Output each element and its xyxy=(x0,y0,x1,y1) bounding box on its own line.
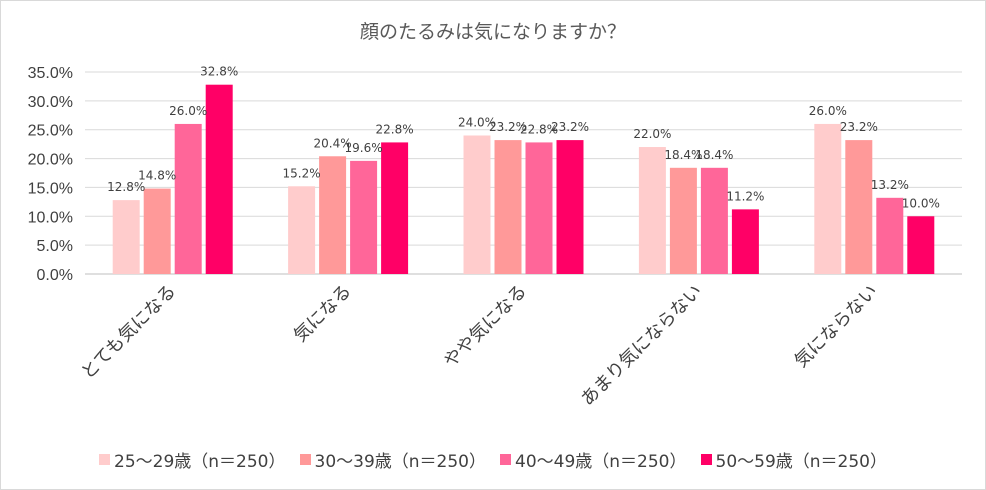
legend-label: 40～49歳（n＝250） xyxy=(515,452,687,472)
x-category-label: やや気になる xyxy=(440,281,531,372)
bar xyxy=(350,160,378,274)
bar xyxy=(638,147,666,274)
legend: 25～29歳（n＝250） 30～39歳（n＝250） 40～49歳（n＝250） 5… xyxy=(0,447,986,472)
bar xyxy=(814,123,842,274)
bar xyxy=(319,156,347,274)
data-label: 22.8% xyxy=(376,122,414,136)
y-tick-label: 10.0% xyxy=(28,209,73,226)
y-tick-label: 0.0% xyxy=(37,267,73,284)
data-label: 18.4% xyxy=(695,148,733,162)
data-label: 22.0% xyxy=(633,127,671,141)
bar xyxy=(205,84,233,274)
data-label: 22.8% xyxy=(520,122,558,136)
x-category-label: 気になる xyxy=(290,281,356,347)
data-label: 23.2% xyxy=(551,120,589,134)
bar xyxy=(463,135,491,274)
x-category-label: 気にならない xyxy=(791,281,882,372)
legend-swatch xyxy=(700,454,712,465)
y-tick-label: 20.0% xyxy=(28,152,73,169)
data-label: 23.2% xyxy=(489,120,527,134)
bar xyxy=(845,140,873,274)
x-category-label: とても気になる xyxy=(77,281,180,384)
data-label: 12.8% xyxy=(107,180,145,194)
legend-item: 30～39歳（n＝250） xyxy=(299,447,487,472)
data-label: 10.0% xyxy=(902,196,940,210)
data-label: 13.2% xyxy=(871,178,909,192)
data-label: 18.4% xyxy=(664,148,702,162)
legend-item: 25～29歳（n＝250） xyxy=(99,447,286,472)
data-label: 24.0% xyxy=(458,115,496,129)
legend-swatch xyxy=(500,454,511,465)
data-label: 15.2% xyxy=(283,166,321,180)
bar xyxy=(907,216,935,274)
data-label: 26.0% xyxy=(809,104,847,118)
legend-item: 50～59歳（n＝250） xyxy=(700,447,888,472)
legend-label: 50～59歳（n＝250） xyxy=(715,452,888,472)
data-label: 14.8% xyxy=(138,169,176,183)
bar xyxy=(381,142,409,274)
y-tick-label: 15.0% xyxy=(28,180,73,197)
bar xyxy=(556,140,584,274)
legend-label: 30～39歳（n＝250） xyxy=(314,452,487,472)
data-label: 20.4% xyxy=(314,136,352,150)
chart-title: 顔のたるみは気になりますか？ xyxy=(360,21,626,43)
chart-canvas: 顔のたるみは気になりますか？ 0.0% 5.0% 10.0% 15.0% 20.0% 25… xyxy=(28,21,962,410)
legend-swatch xyxy=(299,454,311,465)
bar xyxy=(731,209,759,274)
data-label: 19.6% xyxy=(345,141,383,155)
data-label: 26.0% xyxy=(169,104,207,118)
bar xyxy=(876,197,904,274)
bar xyxy=(112,200,140,274)
legend-swatch xyxy=(99,454,110,465)
bar xyxy=(669,167,697,274)
y-tick-label: 5.0% xyxy=(37,238,73,255)
bar xyxy=(494,140,522,274)
data-label: 11.2% xyxy=(726,189,764,203)
bar xyxy=(174,123,202,274)
bar xyxy=(700,167,728,274)
bar xyxy=(288,186,316,274)
bar xyxy=(143,188,171,274)
legend-item: 40～49歳（n＝250） xyxy=(500,447,687,472)
bar xyxy=(525,142,553,274)
x-category-label: あまり気にならない xyxy=(577,281,706,410)
data-label: 32.8% xyxy=(200,65,238,79)
data-label: 23.2% xyxy=(840,120,878,134)
y-tick-label: 25.0% xyxy=(28,123,73,140)
y-tick-label: 30.0% xyxy=(28,94,73,111)
legend-label: 25～29歳（n＝250） xyxy=(114,452,286,472)
y-tick-label: 35.0% xyxy=(28,65,73,82)
